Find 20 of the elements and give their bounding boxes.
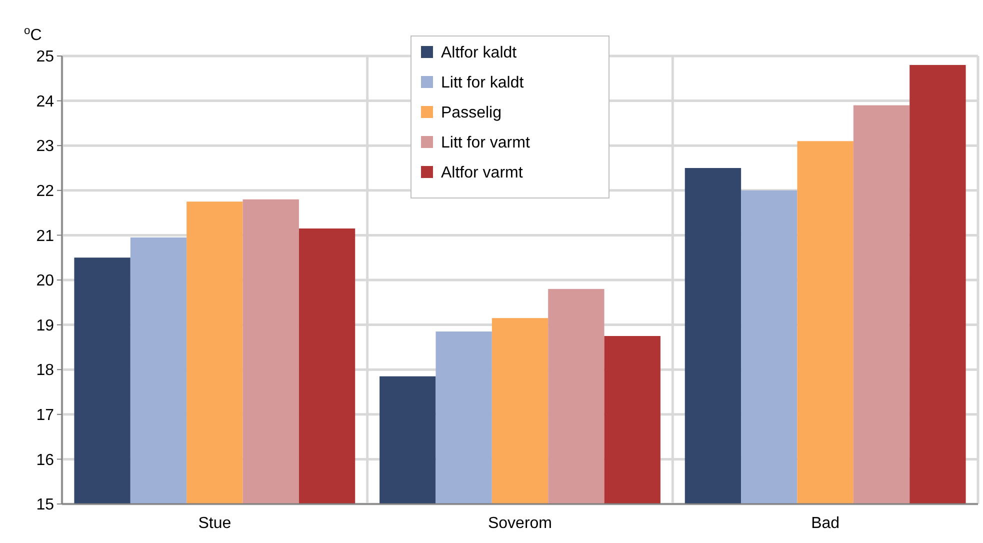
x-tick-label: Soverom [488,515,552,532]
y-tick-label: 19 [36,317,54,334]
legend-label: Passelig [441,104,502,122]
y-tick-label: 17 [36,407,54,424]
legend-label: Altfor varmt [441,164,524,182]
y-tick-label: 23 [36,138,54,156]
y-tick-label: 18 [36,362,54,380]
y-tick-label: 22 [36,183,54,200]
y-tick-label: 24 [36,93,54,110]
y-tick-label: 20 [36,272,54,290]
y-tick-label: 21 [36,228,54,245]
x-tick-label: Stue [198,515,232,532]
legend-label: Litt for kaldt [441,74,524,92]
legend-label: Litt for varmt [441,134,530,152]
y-tick-label: 15 [36,496,54,514]
legend-label: Altfor kaldt [441,44,518,62]
y-tick-label: 16 [36,452,54,469]
y-axis-title: $^{o}$C [24,25,42,44]
x-tick-label: Bad [811,515,840,532]
y-tick-label: 25 [36,48,54,66]
